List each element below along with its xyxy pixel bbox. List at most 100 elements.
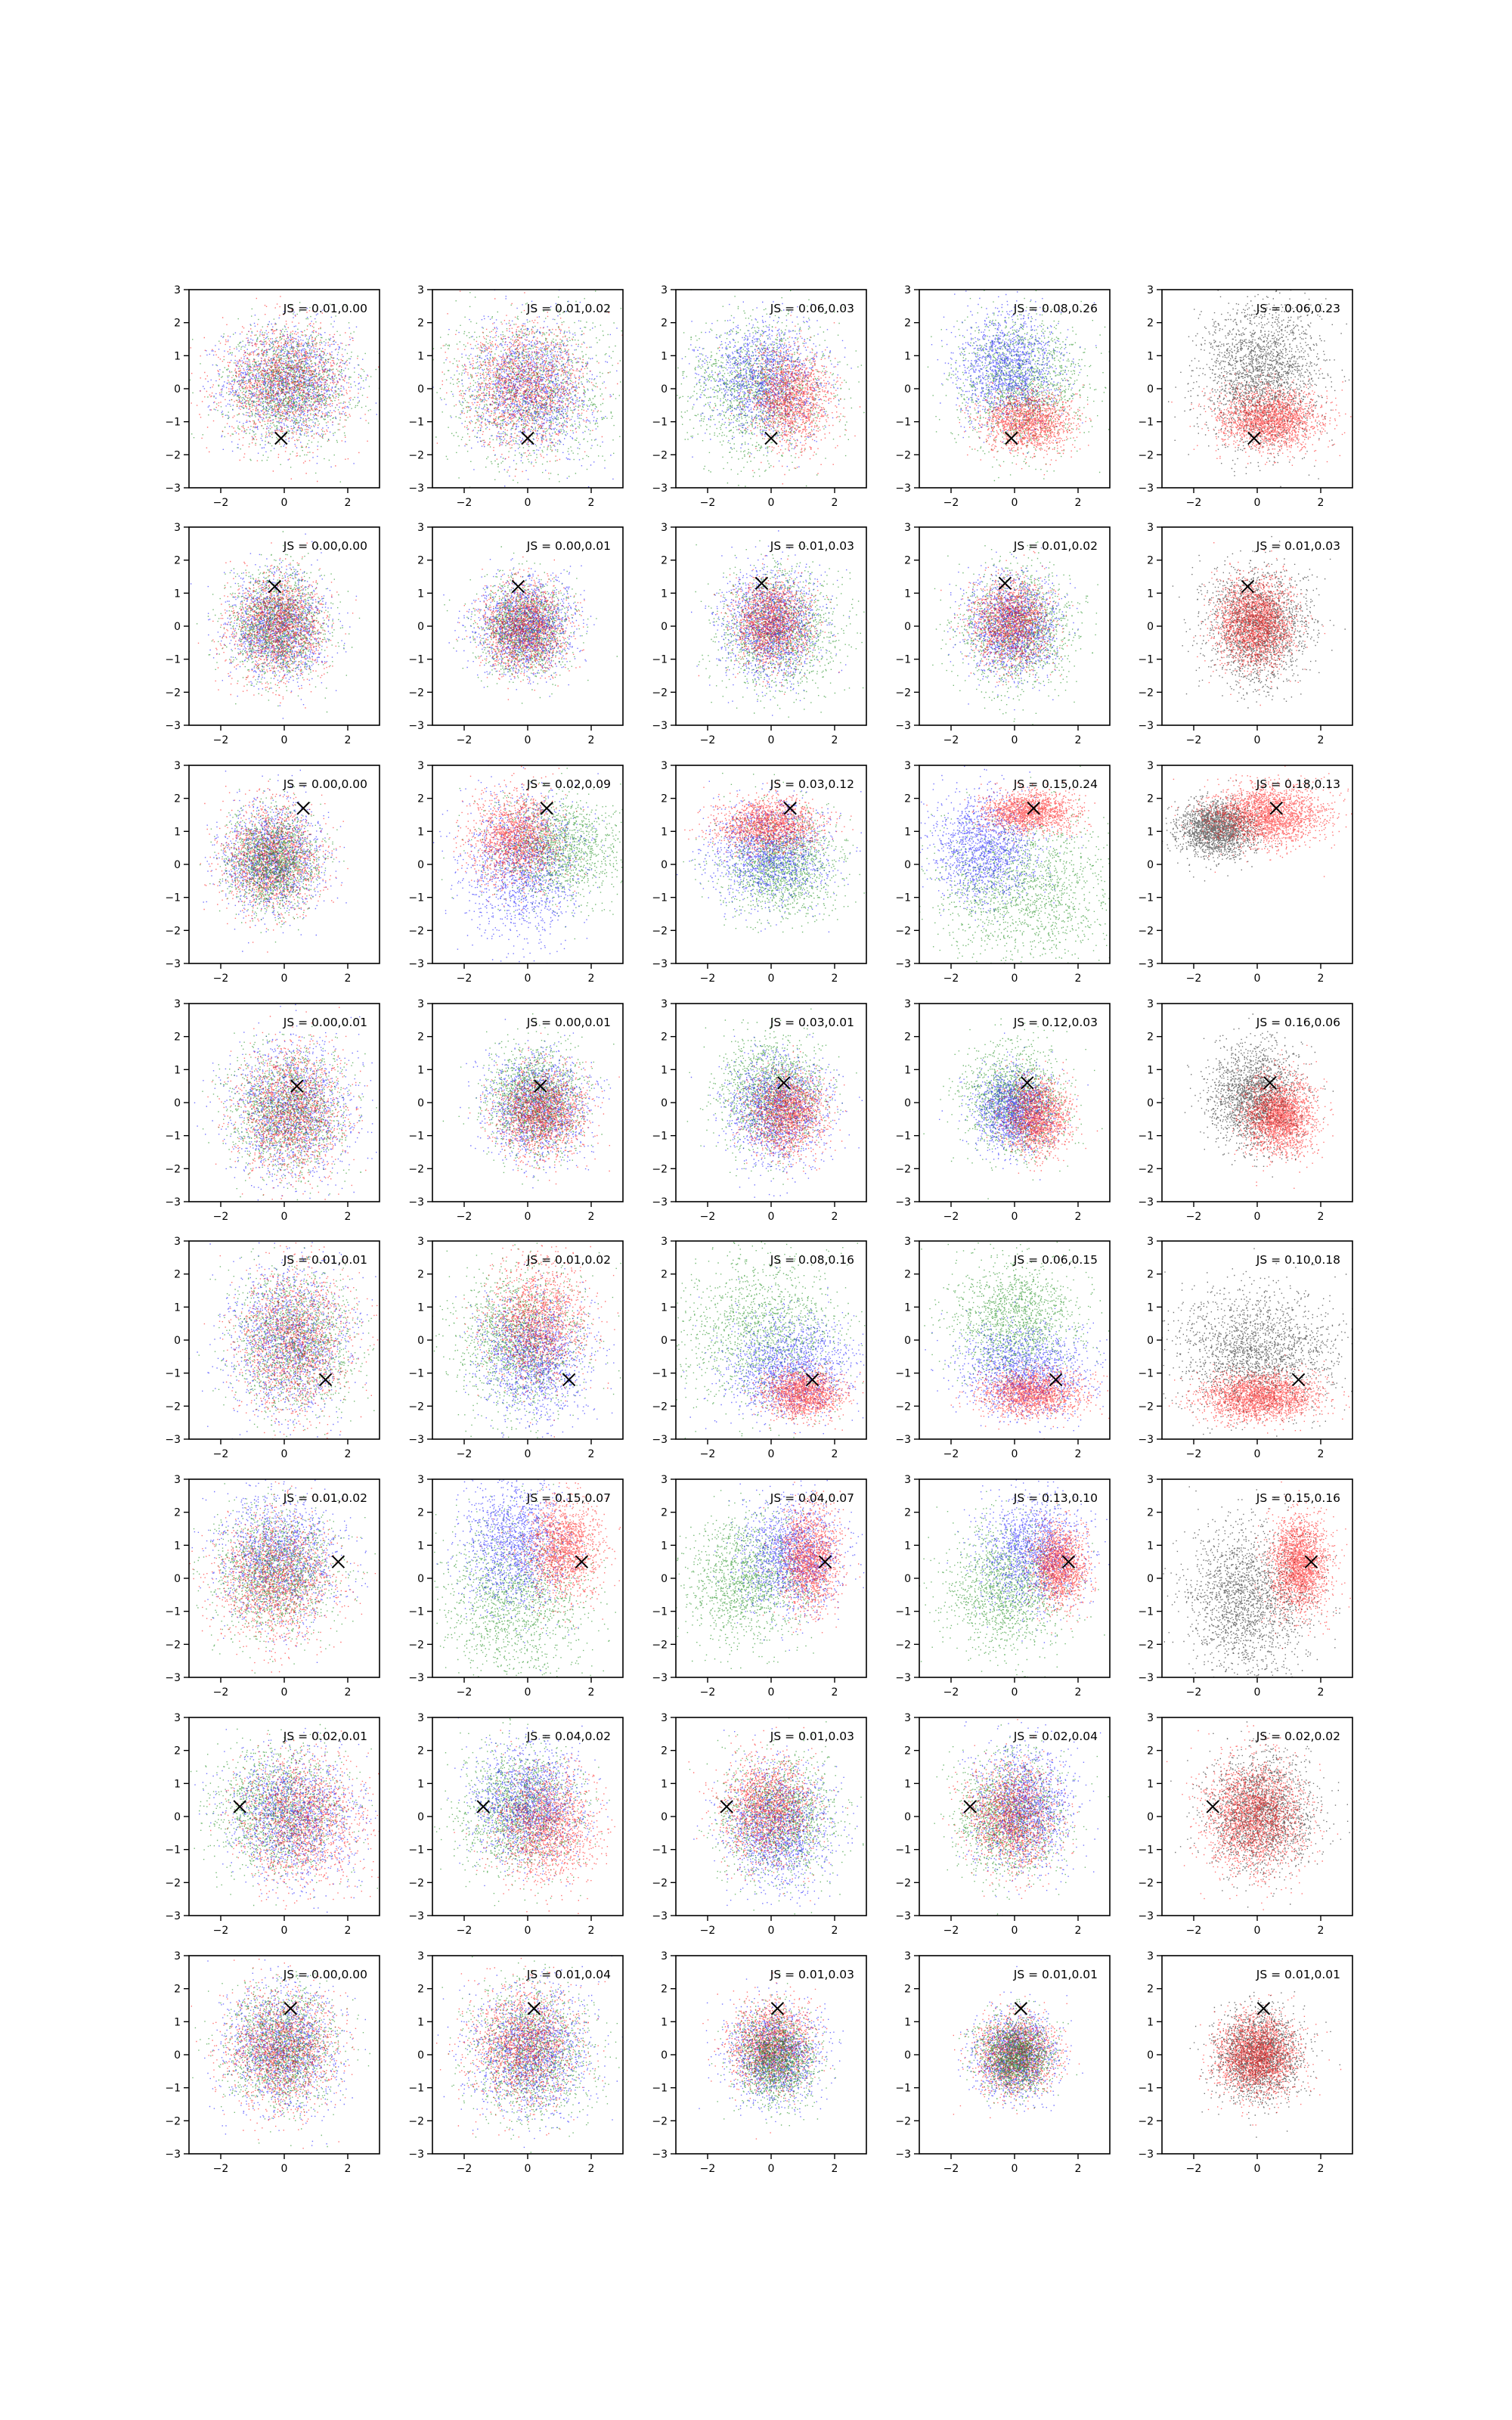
y-tick-label: −2	[652, 2115, 668, 2127]
y-tick-label: 3	[661, 1236, 668, 1248]
y-tick-label: 1	[417, 1540, 424, 1552]
y-tick-label: 2	[1147, 318, 1154, 330]
scatter-points-red	[1171, 368, 1351, 466]
x-tick-label: −2	[457, 973, 472, 985]
x-tick-label: −2	[943, 1211, 959, 1223]
x-tick-label: 2	[1318, 973, 1325, 985]
y-tick-label: 2	[1147, 793, 1154, 805]
y-tick-label: 3	[904, 522, 911, 534]
y-tick-label: 0	[174, 2049, 181, 2062]
x-tick-label: 0	[768, 1925, 775, 1937]
y-tick-label: 2	[174, 1507, 181, 1519]
js-annotation: JS = 0.01,0.03	[770, 1730, 854, 1743]
js-annotation: JS = 0.00,0.00	[283, 539, 367, 553]
y-tick-label: −1	[408, 892, 424, 904]
x-tick-label: 2	[1318, 1686, 1325, 1699]
y-tick-label: −2	[895, 2115, 911, 2127]
y-tick-label: 2	[1147, 1745, 1154, 1758]
y-tick-label: −3	[895, 482, 911, 495]
x-tick-label: 0	[768, 973, 775, 985]
y-tick-label: −1	[895, 1606, 911, 1618]
scatter-points-red	[1169, 1354, 1350, 1434]
x-tick-label: 0	[525, 973, 531, 985]
scatter-points-green	[185, 531, 383, 712]
y-tick-label: −1	[165, 892, 181, 904]
y-tick-label: 2	[1147, 1032, 1154, 1044]
y-tick-label: 1	[417, 2016, 424, 2028]
x-tick-label: −2	[943, 1448, 959, 1460]
x-tick-label: 0	[768, 1448, 775, 1460]
y-tick-label: 0	[904, 859, 911, 871]
x-tick-label: 2	[1075, 1686, 1082, 1699]
x-tick-label: −2	[700, 2163, 716, 2175]
y-tick-label: −1	[165, 2083, 181, 2095]
y-tick-label: −3	[652, 720, 668, 732]
y-tick-label: −3	[1138, 482, 1154, 495]
y-tick-label: 1	[661, 588, 668, 600]
y-tick-label: 0	[661, 621, 668, 633]
y-tick-label: 0	[1147, 1573, 1154, 1585]
y-tick-label: −2	[1138, 925, 1154, 937]
x-tick-label: 2	[345, 734, 352, 746]
y-tick-label: 2	[417, 555, 424, 567]
scatter-points-blue	[925, 1298, 1124, 1442]
y-tick-label: 1	[174, 826, 181, 838]
y-tick-label: −3	[895, 1910, 911, 1922]
y-tick-label: 3	[174, 998, 181, 1010]
y-tick-label: −1	[165, 1606, 181, 1618]
x-tick-label: −2	[213, 973, 229, 985]
y-tick-label: 2	[661, 1984, 668, 1996]
y-tick-label: −3	[652, 1672, 668, 1684]
y-tick-label: 0	[174, 621, 181, 633]
scatter-points-black	[1143, 240, 1367, 497]
y-tick-label: −1	[1138, 654, 1154, 666]
x-marker	[234, 1801, 246, 1813]
x-tick-label: 2	[588, 973, 595, 985]
y-tick-label: −2	[1138, 1877, 1154, 1889]
js-annotation: JS = 0.01,0.01	[1013, 1968, 1098, 1981]
y-tick-label: 1	[417, 1302, 424, 1314]
y-tick-label: 1	[904, 1778, 911, 1790]
y-tick-label: 0	[417, 1811, 424, 1823]
x-tick-label: −2	[457, 497, 472, 509]
y-tick-label: 3	[174, 1236, 181, 1248]
js-annotation: JS = 0.01,0.04	[526, 1968, 611, 1981]
y-tick-label: 0	[417, 1573, 424, 1585]
y-tick-label: −2	[408, 1401, 424, 1413]
x-tick-label: 2	[1318, 1925, 1325, 1937]
y-tick-label: 2	[417, 1984, 424, 1996]
y-tick-label: 3	[904, 1236, 911, 1248]
scatter-points-red	[169, 296, 389, 482]
axes-frame	[1162, 290, 1352, 488]
y-tick-label: 2	[904, 1269, 911, 1281]
y-tick-label: 1	[174, 2016, 181, 2028]
x-tick-label: 0	[525, 1925, 531, 1937]
y-tick-label: −3	[652, 958, 668, 970]
js-annotation: JS = 0.08,0.26	[1013, 302, 1098, 315]
x-marker	[297, 802, 309, 814]
y-tick-label: 1	[661, 1540, 668, 1552]
y-tick-label: −2	[1138, 2115, 1154, 2127]
y-tick-label: −2	[652, 687, 668, 699]
x-tick-label: −2	[457, 1211, 472, 1223]
y-tick-label: 2	[904, 1745, 911, 1758]
y-tick-label: 2	[174, 1269, 181, 1281]
x-tick-label: 0	[768, 734, 775, 746]
scatter-points-green	[923, 1019, 1102, 1199]
x-tick-label: 0	[1254, 1925, 1261, 1937]
js-annotation: JS = 0.00,0.01	[283, 1016, 367, 1029]
js-annotation: JS = 0.02,0.01	[283, 1730, 367, 1743]
y-tick-label: 0	[174, 383, 181, 396]
x-tick-label: 0	[768, 1686, 775, 1699]
y-tick-label: 0	[174, 1811, 181, 1823]
x-marker	[784, 802, 796, 814]
y-tick-label: −3	[895, 2149, 911, 2161]
js-annotation: JS = 0.18,0.13	[1256, 777, 1340, 791]
x-tick-label: 0	[768, 2163, 775, 2175]
